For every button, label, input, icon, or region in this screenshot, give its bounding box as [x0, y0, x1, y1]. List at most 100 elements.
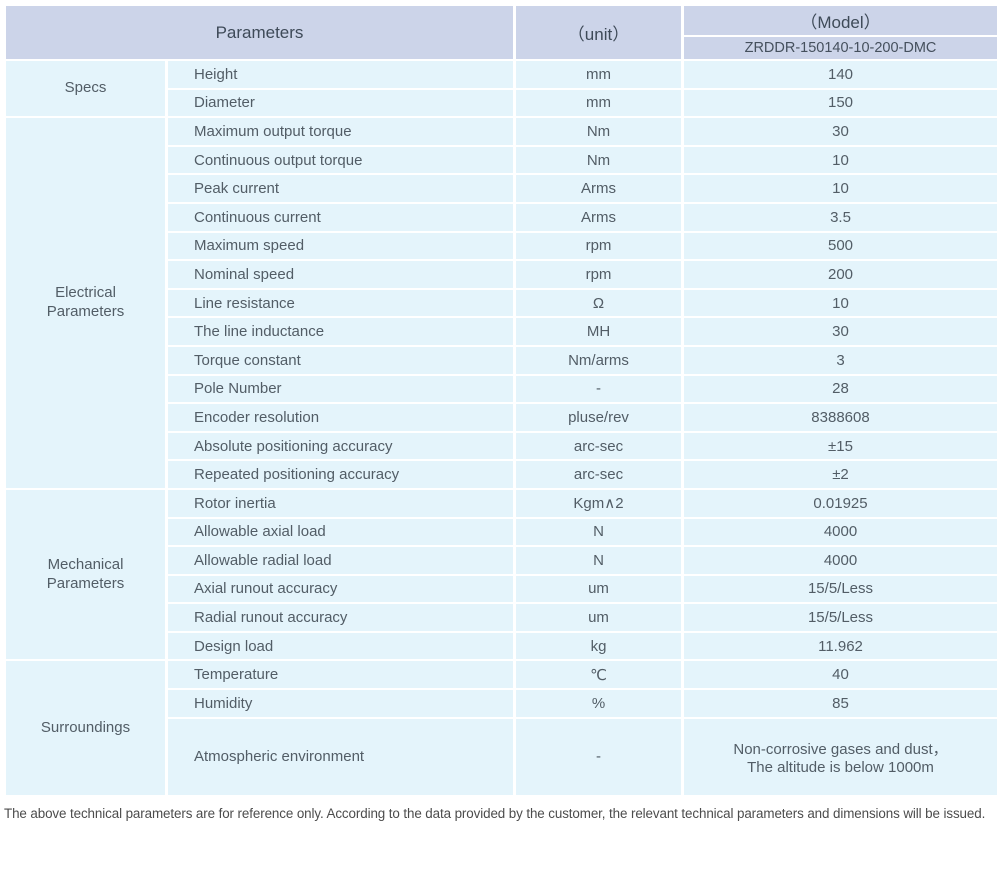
parameter-value: 3.5: [681, 201, 1000, 233]
parameter-value: ±2: [681, 459, 1000, 490]
column-header-parameters: Parameters: [3, 4, 516, 61]
parameter-name: Diameter: [165, 87, 516, 119]
table-row: The line inductance MH 30: [5, 316, 1000, 347]
table-row: Atmospheric environment - Non-corrosive …: [5, 716, 1000, 797]
table-row: Encoder resolution pluse/rev 8388608: [5, 402, 1000, 433]
model-number: ZRDDR-150140-10-200-DMC: [681, 35, 1000, 61]
table-row: Specs Height mm 140: [3, 58, 1000, 119]
parameter-value: 10: [681, 287, 1000, 319]
parameter-value: 4000: [681, 516, 1000, 548]
parameter-value: 30: [681, 316, 1000, 347]
table-row: Nominal speed rpm 200: [5, 259, 1000, 290]
table-row: Peak current Arms 10: [5, 173, 1000, 204]
section-label-surroundings: Surroundings: [3, 659, 168, 797]
parameter-value: 10: [681, 173, 1000, 204]
table-row: Allowable axial load N 4000: [5, 516, 1000, 548]
parameter-unit: ℃: [513, 659, 684, 691]
parameter-name: Nominal speed: [165, 259, 516, 290]
table-row: Surroundings Temperature ℃ 40: [3, 659, 1000, 797]
table-row: Pole Number - 28: [5, 373, 1000, 405]
parameter-value: 0.01925: [681, 487, 1000, 519]
parameter-unit: arc-sec: [513, 430, 684, 462]
table-row: Maximum speed rpm 500: [5, 230, 1000, 262]
table-row: Diameter mm 150: [5, 87, 1000, 119]
parameter-name: Peak current: [165, 173, 516, 204]
table-row: Absolute positioning accuracy arc-sec ±1…: [5, 430, 1000, 462]
table-row: Allowable radial load N 4000: [5, 545, 1000, 576]
header-row-2: ZRDDR-150140-10-200-DMC: [5, 35, 1000, 61]
parameter-unit: arc-sec: [513, 459, 684, 490]
parameter-unit: kg: [513, 630, 684, 662]
parameter-name: Absolute positioning accuracy: [165, 430, 516, 462]
parameter-name: Allowable axial load: [165, 516, 516, 548]
parameter-value: 30: [681, 116, 1000, 147]
section-label-electrical: Electrical Parameters: [3, 116, 168, 490]
parameter-value: 200: [681, 259, 1000, 290]
section-label-specs: Specs: [3, 58, 168, 119]
table-row: Radial runout accuracy um 15/5/Less: [5, 602, 1000, 633]
parameter-unit: Nm/arms: [513, 344, 684, 376]
parameter-name: Design load: [165, 630, 516, 662]
parameter-value: 4000: [681, 545, 1000, 576]
parameter-name: Temperature: [165, 659, 516, 691]
parameter-name: Continuous current: [165, 201, 516, 233]
parameter-value: Non-corrosive gases and dust， The altitu…: [681, 716, 1000, 797]
spec-table-header: Parameters （unit） （Model） ZRDDR-150140-1…: [3, 4, 1000, 61]
parameter-name: The line inductance: [165, 316, 516, 347]
parameter-value: 15/5/Less: [681, 573, 1000, 605]
spec-table: Parameters （unit） （Model） ZRDDR-150140-1…: [3, 4, 1000, 797]
parameter-unit: %: [513, 688, 684, 719]
parameter-unit: MH: [513, 316, 684, 347]
parameter-name: Allowable radial load: [165, 545, 516, 576]
parameter-unit: mm: [513, 59, 684, 90]
parameter-unit: N: [513, 516, 684, 548]
parameter-value: ±15: [681, 430, 1000, 462]
parameter-name: Maximum speed: [165, 230, 516, 262]
parameter-name: Radial runout accuracy: [165, 602, 516, 633]
table-row: Repeated positioning accuracy arc-sec ±2: [5, 459, 1000, 490]
parameter-name: Rotor inertia: [165, 487, 516, 519]
parameter-unit: Ω: [513, 287, 684, 319]
parameter-unit: pluse/rev: [513, 402, 684, 433]
parameter-unit: Arms: [513, 173, 684, 204]
parameter-value: 40: [681, 659, 1000, 691]
parameter-name: Line resistance: [165, 287, 516, 319]
parameter-name: Atmospheric environment: [165, 716, 516, 797]
parameter-name: Pole Number: [165, 373, 516, 405]
parameter-value: 15/5/Less: [681, 602, 1000, 633]
parameter-value: 8388608: [681, 402, 1000, 433]
column-header-unit: （unit）: [513, 4, 684, 61]
parameter-unit: Arms: [513, 201, 684, 233]
parameter-name: Torque constant: [165, 344, 516, 376]
table-row: Design load kg 11.962: [5, 630, 1000, 662]
parameter-unit: rpm: [513, 230, 684, 262]
table-row: Mechanical Parameters Rotor inertia Kgm∧…: [3, 487, 1000, 662]
table-row: Electrical Parameters Maximum output tor…: [3, 116, 1000, 490]
parameter-name: Repeated positioning accuracy: [165, 459, 516, 490]
parameter-unit: mm: [513, 87, 684, 119]
parameter-unit: N: [513, 545, 684, 576]
parameter-value: 10: [681, 144, 1000, 176]
footnote-text: The above technical parameters are for r…: [4, 805, 986, 821]
parameter-value: 11.962: [681, 630, 1000, 662]
parameter-unit: um: [513, 602, 684, 633]
parameter-value: 3: [681, 344, 1000, 376]
parameter-name: Axial runout accuracy: [165, 573, 516, 605]
parameter-unit: -: [513, 373, 684, 405]
parameter-value: 140: [681, 59, 1000, 90]
parameter-value: 500: [681, 230, 1000, 262]
column-header-model: （Model）: [681, 4, 1000, 37]
header-row-1: Parameters （unit） （Model）: [3, 4, 1000, 61]
table-row: Continuous current Arms 3.5: [5, 201, 1000, 233]
section-label-mechanical: Mechanical Parameters: [3, 487, 168, 662]
parameter-name: Continuous output torque: [165, 144, 516, 176]
parameter-value: 85: [681, 688, 1000, 719]
table-row: Torque constant Nm/arms 3: [5, 344, 1000, 376]
parameter-name: Encoder resolution: [165, 402, 516, 433]
parameter-name: Height: [165, 59, 516, 90]
table-row: Humidity % 85: [5, 688, 1000, 719]
parameter-unit: -: [513, 716, 684, 797]
parameter-value: 28: [681, 373, 1000, 405]
parameter-unit: rpm: [513, 259, 684, 290]
